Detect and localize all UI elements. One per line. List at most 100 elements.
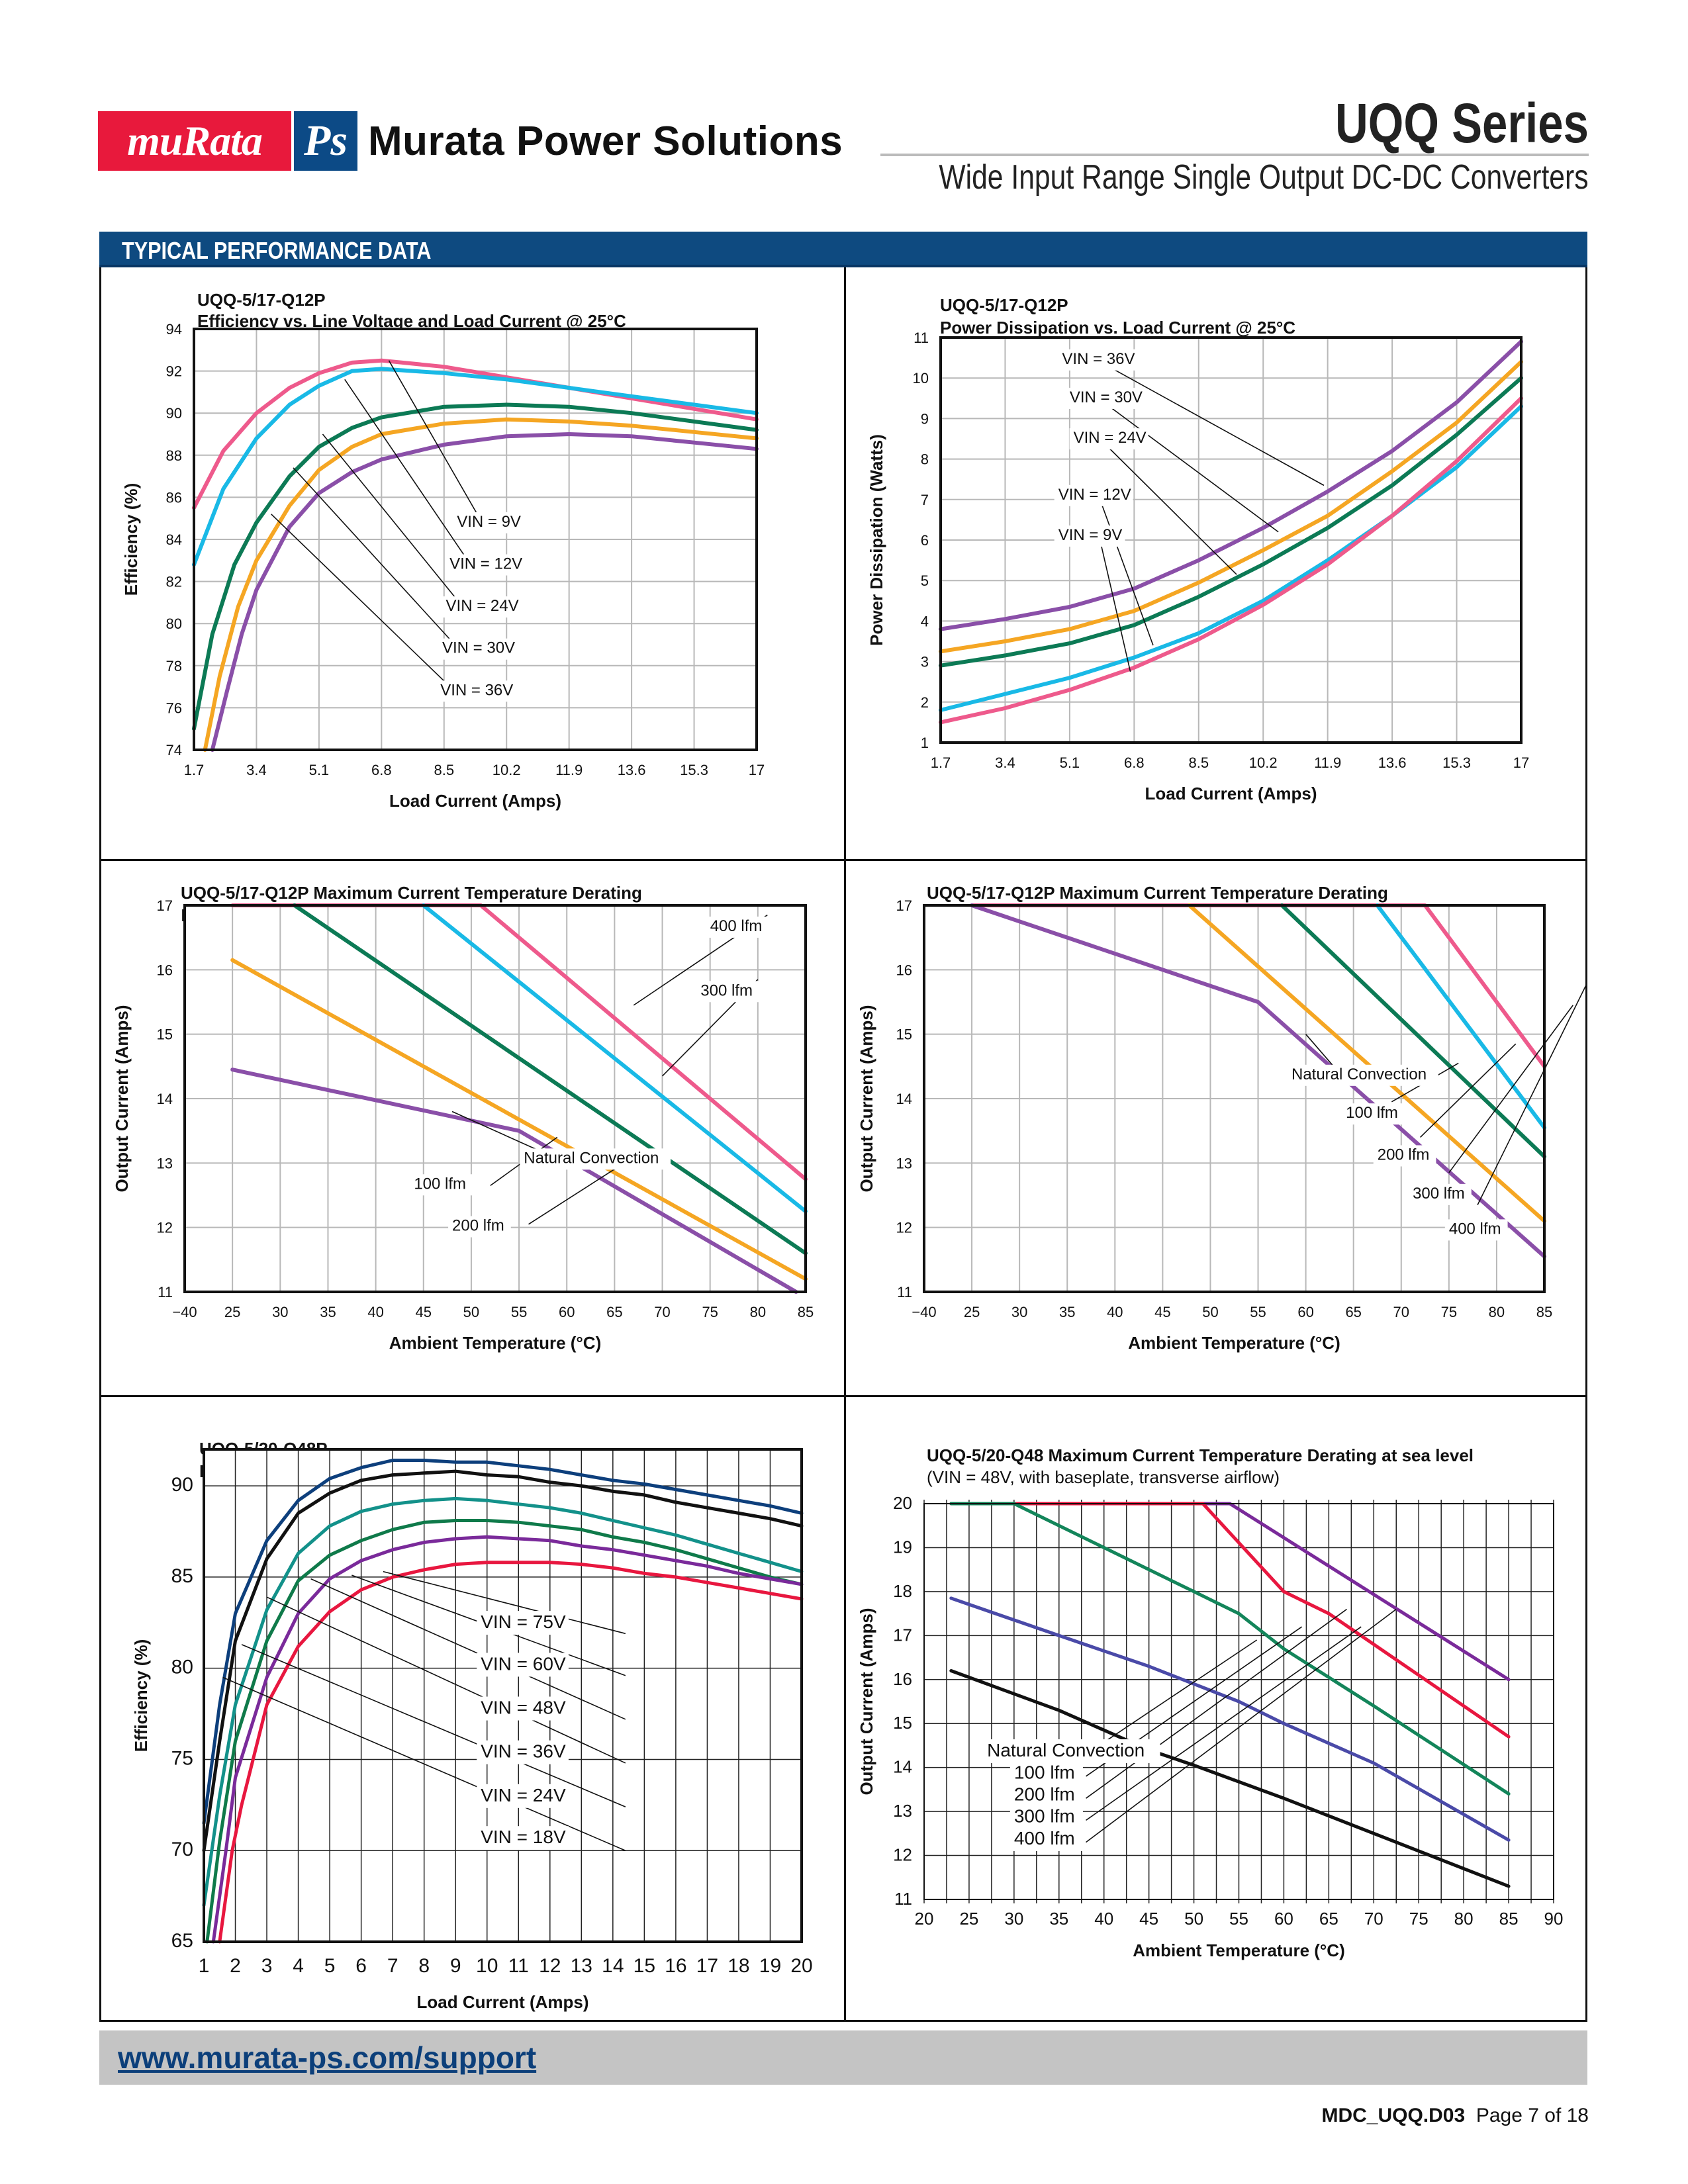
x-tick-label: 65 [606, 1304, 622, 1320]
series-line-vin-9v [192, 358, 759, 510]
panel-column-divider [844, 267, 846, 2022]
annotation-label: 300 lfm [1413, 1185, 1465, 1203]
annotation-label: VIN = 9V [457, 513, 521, 531]
x-tick-label: 6.8 [371, 762, 392, 778]
y-tick-label: 18 [893, 1581, 912, 1601]
series-line-natural-convection [970, 903, 1546, 1259]
y-axis-label: Output Current (Amps) [857, 1608, 876, 1795]
leader-line [322, 433, 467, 612]
x-tick-label: 90 [1544, 1909, 1564, 1929]
y-tick-label: 15 [157, 1026, 173, 1043]
series-line-vin-24v [192, 402, 759, 731]
annotation-bg [442, 596, 521, 618]
y-tick-label: 76 [166, 700, 182, 716]
chart-title: UQQ-5/20-Q48 Maximum Current Temperature… [927, 1445, 1474, 1465]
x-axis-label: Ambient Temperature (°C) [1128, 1333, 1340, 1353]
y-tick-label: 92 [166, 363, 182, 380]
x-tick-label: 18 [727, 1955, 749, 1977]
annotation-bg [1444, 1219, 1508, 1241]
chart-subtitle: (VIN = 48V, with baseplate, transverse a… [927, 1467, 1280, 1487]
annotation-bg [477, 1653, 569, 1677]
y-tick-label: 94 [166, 321, 182, 338]
x-tick-label: 4 [293, 1955, 304, 1977]
leader-line [1420, 1043, 1517, 1138]
y-axis-label: Output Current (Amps) [857, 1005, 876, 1192]
plot-frame [923, 904, 1546, 1293]
y-tick-label: 3 [921, 654, 929, 670]
chart-power-dissipation-q12p: UQQ-5/17-Q12P Power Dissipation vs. Load … [867, 295, 1529, 803]
x-tick-label: 85 [1536, 1304, 1552, 1320]
x-tick-label: 13.6 [1378, 754, 1407, 771]
x-tick-label: 17 [696, 1955, 718, 1977]
series-line-vin-24v [202, 1469, 804, 1852]
leader-line [222, 1676, 626, 1851]
annotation-bg [445, 554, 525, 576]
annotation-label: VIN = 24V [481, 1785, 566, 1805]
annotation-label: 200 lfm [1378, 1146, 1430, 1163]
annotation-bg [1069, 428, 1149, 450]
annotation-bg [1009, 1783, 1083, 1807]
annotation-label: VIN = 36V [1062, 350, 1135, 368]
y-tick-label: 11 [897, 1284, 912, 1300]
series-line-vin-36v [210, 432, 759, 752]
annotation-label: VIN = 24V [1074, 429, 1147, 447]
x-tick-label: 2 [230, 1955, 241, 1977]
x-tick-label: 17 [1513, 754, 1529, 771]
series-line-vin-18v [202, 1459, 804, 1825]
x-tick-label: 15.3 [680, 762, 708, 778]
y-tick-label: 12 [893, 1845, 912, 1865]
x-tick-label: 75 [1441, 1304, 1457, 1320]
leader-line [388, 360, 485, 527]
annotation-label: 100 lfm [1014, 1762, 1075, 1782]
x-tick-label: 80 [1489, 1304, 1505, 1320]
y-tick-label: 4 [921, 613, 929, 629]
x-axis-label: Load Current (Amps) [389, 791, 561, 811]
support-link[interactable]: www.murata-ps.com/support [118, 2040, 537, 2075]
y-tick-label: 12 [157, 1220, 173, 1236]
annotation-label: 400 lfm [1014, 1828, 1075, 1848]
x-tick-label: 11.9 [555, 762, 583, 778]
x-tick-label: 6 [355, 1955, 367, 1977]
series-line-vin-9v [939, 396, 1523, 725]
annotation-bg [1409, 1183, 1472, 1205]
y-tick-label: 70 [171, 1839, 193, 1860]
annotation-label: VIN = 48V [481, 1698, 566, 1718]
x-tick-label: 16 [665, 1955, 686, 1977]
x-tick-label: 45 [416, 1304, 432, 1320]
x-tick-label: 70 [654, 1304, 670, 1320]
x-tick-label: 60 [1274, 1909, 1293, 1929]
leader-line [1103, 442, 1237, 575]
y-tick-label: 80 [166, 615, 182, 632]
x-tick-label: 8.5 [1188, 754, 1209, 771]
y-tick-label: 8 [921, 451, 929, 468]
x-tick-label: 6.8 [1124, 754, 1145, 771]
series-title: UQQ Series [1335, 92, 1589, 154]
series-line-vin-12v [939, 404, 1523, 712]
chart-title: UQQ-5/17-Q12P Maximum Current Temperatur… [927, 883, 1388, 903]
annotation-bg [436, 680, 516, 702]
y-tick-label: 17 [157, 897, 173, 914]
series-line-vin-75v [218, 1561, 804, 1944]
leader-line [344, 379, 474, 569]
y-tick-label: 85 [171, 1565, 193, 1587]
murata-logo-text: muRata [127, 117, 263, 164]
x-tick-label: 80 [750, 1304, 766, 1320]
series-line-natural-convection [949, 1669, 1511, 1888]
x-tick-label: 35 [1049, 1909, 1068, 1929]
x-tick-label: 30 [272, 1304, 288, 1320]
x-tick-label: 35 [1059, 1304, 1075, 1320]
annotation-bg [696, 981, 759, 1003]
y-tick-label: 90 [171, 1474, 193, 1496]
y-tick-label: 10 [913, 370, 929, 387]
x-tick-label: 30 [1011, 1304, 1027, 1320]
x-tick-label: 60 [559, 1304, 575, 1320]
x-tick-label: 80 [1454, 1909, 1474, 1929]
series-line-200-lfm [1280, 903, 1546, 1159]
plot-frame [203, 1448, 803, 1943]
x-tick-label: 7 [387, 1955, 399, 1977]
annotation-bg [448, 1216, 511, 1238]
annotation-label: 300 lfm [700, 981, 753, 999]
y-tick-label: 15 [896, 1026, 912, 1043]
leader-line [1086, 1608, 1397, 1843]
x-tick-label: 20 [915, 1909, 934, 1929]
